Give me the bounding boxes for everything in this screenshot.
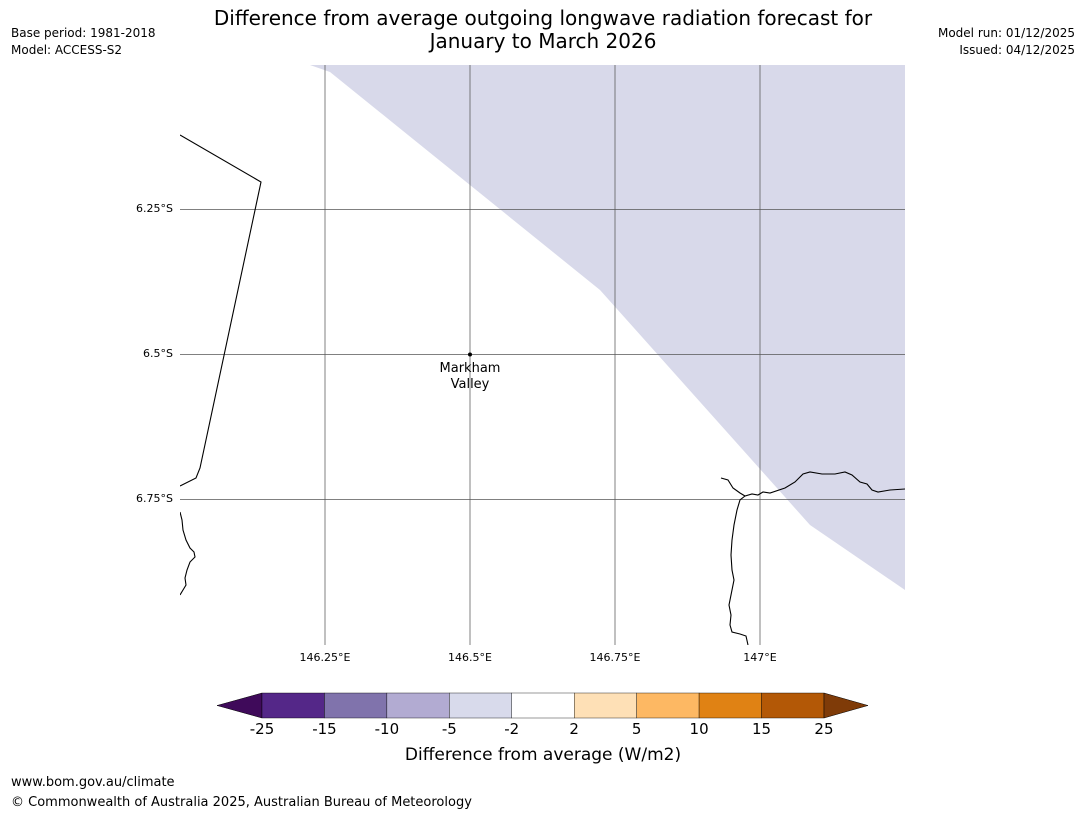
colorbar-low-extend: [216, 692, 263, 719]
place-marker: [468, 352, 472, 357]
colorbar-segment: [761, 692, 825, 719]
lat-tick-6-5: 6.5°S: [143, 347, 173, 360]
footer-copyright: © Commonwealth of Australia 2025, Austra…: [11, 795, 472, 810]
colorbar-tick-label: -25: [249, 720, 275, 738]
colorbar-segment: [511, 692, 575, 719]
lon-tick-146-25: 146.25°E: [299, 651, 351, 664]
colorbar-title: Difference from average (W/m2): [404, 745, 682, 765]
model-run-label: Model run: 01/12/2025: [937, 26, 1075, 40]
colorbar-segment: [261, 692, 325, 719]
base-period-label: Base period: 1981-2018: [11, 26, 156, 40]
issued-label: Issued: 04/12/2025: [959, 43, 1075, 57]
river-east: [728, 495, 749, 645]
map-title: Difference from average outgoing longwav…: [143, 7, 943, 53]
lon-tick-146-75: 146.75°E: [589, 651, 641, 664]
lon-tick-147: 147°E: [743, 651, 777, 664]
colorbar-tick-label: 25: [814, 720, 834, 738]
lat-tick-6-75: 6.75°S: [136, 492, 173, 505]
colorbar-tick-label: -5: [441, 720, 457, 738]
province-border: [180, 134, 262, 487]
colorbar-tick-label: -2: [504, 720, 520, 738]
colorbar-high-extend: [823, 692, 869, 719]
colorbar-segment: [324, 692, 388, 719]
footer-url[interactable]: www.bom.gov.au/climate: [11, 775, 175, 790]
colorbar-tick-label: 2: [569, 720, 579, 738]
colorbar-segment: [698, 692, 762, 719]
place-label-line1: Markham: [440, 361, 501, 376]
colorbar-segment: [386, 692, 450, 719]
graticule: [180, 65, 905, 645]
colorbar: [216, 692, 869, 719]
shaded-region: [310, 65, 905, 590]
title-line-2: January to March 2026: [429, 29, 657, 53]
colorbar-tick-label: 15: [751, 720, 772, 738]
coastline-east: [720, 471, 905, 497]
colorbar-tick-label: 10: [689, 720, 709, 738]
colorbar-segment: [449, 692, 512, 719]
colorbar-tick-label: 5: [631, 720, 642, 738]
colorbar-segment: [636, 692, 700, 719]
coastline-west: [180, 511, 196, 596]
lat-tick-6-25: 6.25°S: [136, 202, 173, 215]
model-label: Model: ACCESS-S2: [11, 43, 123, 57]
place-label-line2: Valley: [451, 377, 490, 392]
lon-tick-146-5: 146.5°E: [448, 651, 492, 664]
colorbar-tick-label: -15: [312, 720, 337, 738]
coastlines: [180, 134, 905, 645]
title-line-1: Difference from average outgoing longwav…: [213, 6, 873, 30]
colorbar-segment: [574, 692, 637, 719]
colorbar-tick-label: -10: [374, 720, 400, 738]
